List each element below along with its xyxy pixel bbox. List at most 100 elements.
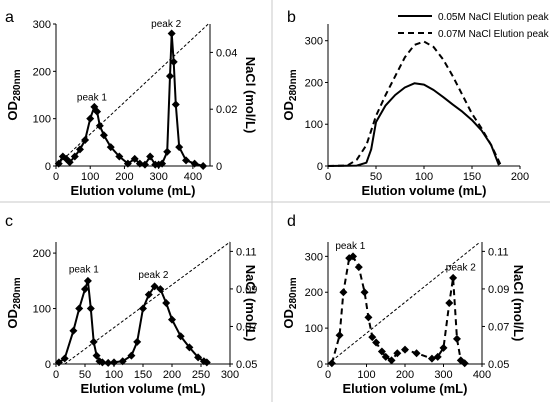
y-tick-label: 100 <box>33 114 51 126</box>
data-point-marker <box>92 351 101 360</box>
data-point-marker <box>146 152 155 161</box>
data-point-marker <box>387 356 396 365</box>
y2-tick-label: 0.09 <box>236 284 257 296</box>
peak-annotation: peak 1 <box>77 92 107 103</box>
peak-annotation: peak 2 <box>446 262 476 273</box>
x-tick-label: 200 <box>511 171 529 183</box>
series-line-0-07m-nacl-elution-peak <box>327 40 502 167</box>
data-point-marker <box>86 114 95 123</box>
data-point-marker <box>401 345 409 354</box>
data-point-marker <box>104 358 113 367</box>
x-tick-label: 0 <box>53 171 59 183</box>
x-tick-label: 300 <box>434 369 452 381</box>
y-tick-label: 300 <box>33 19 51 31</box>
data-point-marker <box>449 273 458 282</box>
data-point-marker <box>89 337 98 346</box>
legend-entry: 0.07M NaCl Elution peak <box>438 29 550 40</box>
y-axis-title-main: OD <box>5 309 20 329</box>
y2-axis-title: NaCl (mol/L) <box>511 265 526 342</box>
data-point-marker <box>98 358 107 367</box>
data-point-marker <box>368 333 377 342</box>
data-point-marker <box>165 72 174 81</box>
x-tick-label: 400 <box>473 369 491 381</box>
data-point-marker <box>163 147 172 156</box>
x-tick-label: 150 <box>463 171 481 183</box>
chart-panel-c: c 0 50 100 150 200 250 300 0 100 200 0.05 0.07 0.09 0.… <box>5 213 258 396</box>
data-point-marker <box>135 159 144 168</box>
data-point-marker <box>360 288 369 297</box>
x-tick-label: 300 <box>221 369 239 381</box>
y2-tick-label: 0 <box>216 161 222 173</box>
y-tick-label: 300 <box>305 251 323 263</box>
data-point-marker <box>123 159 132 168</box>
y2-axis-title: NaCl (mol/L) <box>243 57 258 134</box>
data-point-marker <box>60 354 69 363</box>
y2-tick-label: 0.02 <box>216 104 237 116</box>
data-point-marker <box>190 159 199 168</box>
y2-tick-label: 0.11 <box>236 246 257 258</box>
data-point-marker <box>185 343 194 352</box>
peak-annotation: peak 2 <box>138 270 168 281</box>
y-tick-label: 200 <box>33 248 51 260</box>
data-point-marker <box>139 304 147 313</box>
y-tick-label: 100 <box>305 119 323 131</box>
x-tick-label: 0 <box>325 171 331 183</box>
data-point-marker <box>445 299 454 307</box>
data-point-marker <box>156 285 165 294</box>
y-axis-title-subscript: 280nm <box>288 277 299 309</box>
data-point-marker <box>381 352 390 361</box>
chart-panel-d: d 0 100 200 300 400 0 100 200 300 0.05 0.07 0.09 0.11… <box>281 213 526 396</box>
y-tick-label: 100 <box>305 323 323 335</box>
x-tick-label: 200 <box>396 369 414 381</box>
data-point-marker <box>150 282 159 291</box>
nacl-gradient-line <box>327 241 481 365</box>
panel-label: a <box>5 9 14 26</box>
data-point-marker <box>349 252 358 261</box>
data-point-marker <box>106 143 115 152</box>
y-tick-label: 0 <box>317 359 323 371</box>
y2-tick-label: 0.07 <box>236 321 257 333</box>
data-point-marker <box>393 349 402 358</box>
series-line-0-05m-nacl-elution-peak <box>327 82 500 167</box>
x-tick-label: 100 <box>415 171 433 183</box>
data-point-marker <box>127 351 136 360</box>
peak-annotation: peak 1 <box>335 241 365 252</box>
y-axis-title: OD280nm <box>281 69 298 120</box>
data-point-marker <box>95 121 104 130</box>
y-tick-label: 200 <box>305 77 323 89</box>
y2-tick-label: 0.04 <box>216 47 237 59</box>
data-point-marker <box>335 331 344 340</box>
charts-layer: a 0 100 200 300 400 0 100 200 300 0 0.02 0.04 Elution… <box>5 9 550 396</box>
data-point-marker <box>171 100 180 109</box>
y2-tick-label: 0.05 <box>236 359 257 371</box>
data-point-marker <box>412 349 421 358</box>
y-tick-label: 200 <box>305 287 323 299</box>
x-tick-label: 150 <box>134 369 152 381</box>
y-tick-label: 0 <box>45 161 51 173</box>
data-point-marker <box>75 304 84 313</box>
data-point-marker <box>140 160 149 169</box>
data-point-marker <box>199 162 208 170</box>
y-axis-title-main: OD <box>281 309 296 329</box>
y-axis-title: OD280nm <box>281 277 298 328</box>
y-axis-title-main: OD <box>281 101 296 121</box>
data-point-marker <box>130 154 139 163</box>
data-point-marker <box>133 337 142 346</box>
data-point-marker <box>54 358 63 367</box>
y-tick-label: 0 <box>45 359 51 371</box>
data-point-marker <box>93 107 102 116</box>
y-axis-title-subscript: 280nm <box>12 277 23 309</box>
x-tick-label: 0 <box>325 369 331 381</box>
data-point-marker <box>69 326 78 335</box>
data-point-marker <box>81 285 89 294</box>
y-tick-label: 300 <box>305 36 323 48</box>
data-point-marker <box>194 353 203 362</box>
x-tick-label: 50 <box>370 171 382 183</box>
data-point-marker <box>86 304 95 313</box>
series-line-0 <box>58 279 208 364</box>
legend-entry: 0.05M NaCl Elution peak <box>438 12 550 23</box>
data-point-marker <box>433 352 442 361</box>
data-point-marker <box>110 358 118 367</box>
data-point-marker <box>452 334 461 343</box>
